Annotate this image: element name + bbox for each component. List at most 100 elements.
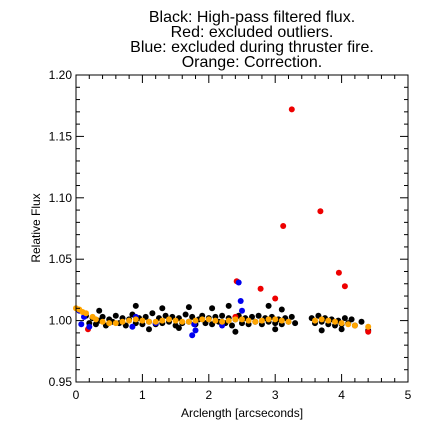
y-tick-label: 0.95 <box>49 375 73 389</box>
data-point-s0-52 <box>255 312 262 319</box>
data-point-s3-16 <box>166 316 172 323</box>
data-point-s0-74 <box>341 315 348 322</box>
data-point-s0-93 <box>278 306 285 313</box>
data-point-s3-39 <box>338 320 345 327</box>
data-point-s3-34 <box>285 318 292 325</box>
title-line-2: Red: excluded outliers. <box>171 24 334 41</box>
axis-ticks: 0 1 2 3 4 5 0.95 1.00 1.05 1.10 1.15 1.20 <box>49 68 412 402</box>
x-tick-label: 1 <box>139 388 146 402</box>
data-point-s3-35 <box>312 317 318 324</box>
data-point-s0-41 <box>219 312 226 319</box>
y-axis-label: Relative Flux <box>29 193 43 262</box>
data-point-s0-83 <box>225 302 232 309</box>
data-point-s0-86 <box>272 326 279 333</box>
data-point-s3-7 <box>106 320 113 327</box>
data-point-s1-6 <box>257 285 264 292</box>
data-point-s2-6 <box>189 332 196 339</box>
chart-title: Black: High-pass filtered flux. Red: exc… <box>130 9 374 71</box>
data-point-s3-40 <box>345 321 352 328</box>
data-point-s3-13 <box>146 318 152 325</box>
x-tick-label: 3 <box>272 388 279 402</box>
data-point-s0-62 <box>288 313 295 320</box>
data-point-s1-7 <box>272 295 279 302</box>
data-point-s1-2 <box>280 223 287 229</box>
data-point-s2-5 <box>237 298 244 304</box>
data-point-s3-3 <box>83 310 89 317</box>
x-axis-label: Arclength [arcseconds] <box>181 406 303 420</box>
data-point-s3-32 <box>272 316 279 323</box>
data-point-s0-90 <box>338 326 345 333</box>
data-point-s0-87 <box>146 326 152 333</box>
data-point-s3-37 <box>325 317 332 324</box>
data-point-s1-1 <box>317 208 324 215</box>
data-point-s3-38 <box>332 318 338 325</box>
data-point-s2-1 <box>78 321 85 328</box>
data-point-s1-0 <box>288 106 295 113</box>
title-line-3: Blue: excluded during thruster fire. <box>130 39 374 56</box>
data-point-s3-42 <box>365 323 372 330</box>
data-point-s0-63 <box>292 320 299 327</box>
plot-frame <box>75 74 409 383</box>
data-point-s0-85 <box>232 328 239 335</box>
data-point-s0-76 <box>348 316 355 323</box>
data-point-s3-11 <box>132 316 139 323</box>
data-point-s0-88 <box>175 325 182 331</box>
data-point-s3-5 <box>92 316 99 323</box>
data-point-s3-26 <box>232 316 239 323</box>
data-point-s3-29 <box>252 318 259 325</box>
data-point-s3-33 <box>278 317 285 324</box>
data-point-s3-23 <box>212 317 219 324</box>
data-point-s2-10 <box>129 323 136 330</box>
data-point-s3-24 <box>219 318 226 325</box>
data-point-s2-12 <box>239 307 245 314</box>
data-point-s2-7 <box>192 327 199 334</box>
data-point-s3-22 <box>205 316 212 323</box>
data-point-s2-3 <box>86 323 93 330</box>
data-point-s0-80 <box>159 305 166 312</box>
data-point-s3-21 <box>199 316 206 323</box>
data-point-s3-18 <box>179 318 186 325</box>
data-point-s0-78 <box>358 318 365 325</box>
data-point-s3-10 <box>126 317 133 324</box>
data-point-s3-36 <box>318 316 325 323</box>
data-point-s3-8 <box>112 320 119 327</box>
data-point-s3-41 <box>351 322 358 329</box>
y-tick-label: 1.05 <box>49 252 73 266</box>
y-tick-label: 1.00 <box>49 314 73 328</box>
title-line-1: Black: High-pass filtered flux. <box>149 9 355 26</box>
data-point-s3-19 <box>185 318 192 325</box>
data-points <box>73 106 372 339</box>
y-tick-label: 1.20 <box>49 68 73 82</box>
data-point-s0-89 <box>318 327 325 334</box>
data-point-s2-4 <box>235 279 242 286</box>
x-tick-label: 0 <box>73 388 80 402</box>
data-point-s3-31 <box>265 316 272 323</box>
data-point-s0-9 <box>112 312 119 319</box>
data-point-s3-17 <box>172 317 179 324</box>
data-point-s0-44 <box>229 322 235 329</box>
data-point-s0-79 <box>132 302 139 309</box>
data-point-s1-4 <box>341 283 348 290</box>
data-point-s3-28 <box>245 317 252 324</box>
y-tick-label: 1.15 <box>49 129 73 143</box>
x-tick-label: 5 <box>405 388 412 402</box>
data-point-s3-12 <box>139 317 146 324</box>
data-point-s3-20 <box>192 317 199 324</box>
data-point-s1-10 <box>365 328 372 335</box>
data-point-s0-81 <box>185 304 192 311</box>
data-point-s1-3 <box>335 269 342 276</box>
data-point-s3-25 <box>225 317 232 324</box>
y-tick-label: 1.10 <box>49 191 73 205</box>
title-line-4: Orange: Correction. <box>182 54 323 71</box>
data-point-s0-92 <box>96 307 103 314</box>
data-point-s3-30 <box>258 317 265 324</box>
data-point-s3-9 <box>119 318 126 325</box>
data-point-s0-20 <box>149 310 156 317</box>
data-point-s3-15 <box>159 317 166 324</box>
data-point-s0-84 <box>265 302 272 309</box>
x-tick-label: 4 <box>338 388 345 402</box>
data-point-s3-27 <box>239 316 245 323</box>
data-point-s0-82 <box>209 305 216 312</box>
data-point-s0-30 <box>182 311 189 318</box>
